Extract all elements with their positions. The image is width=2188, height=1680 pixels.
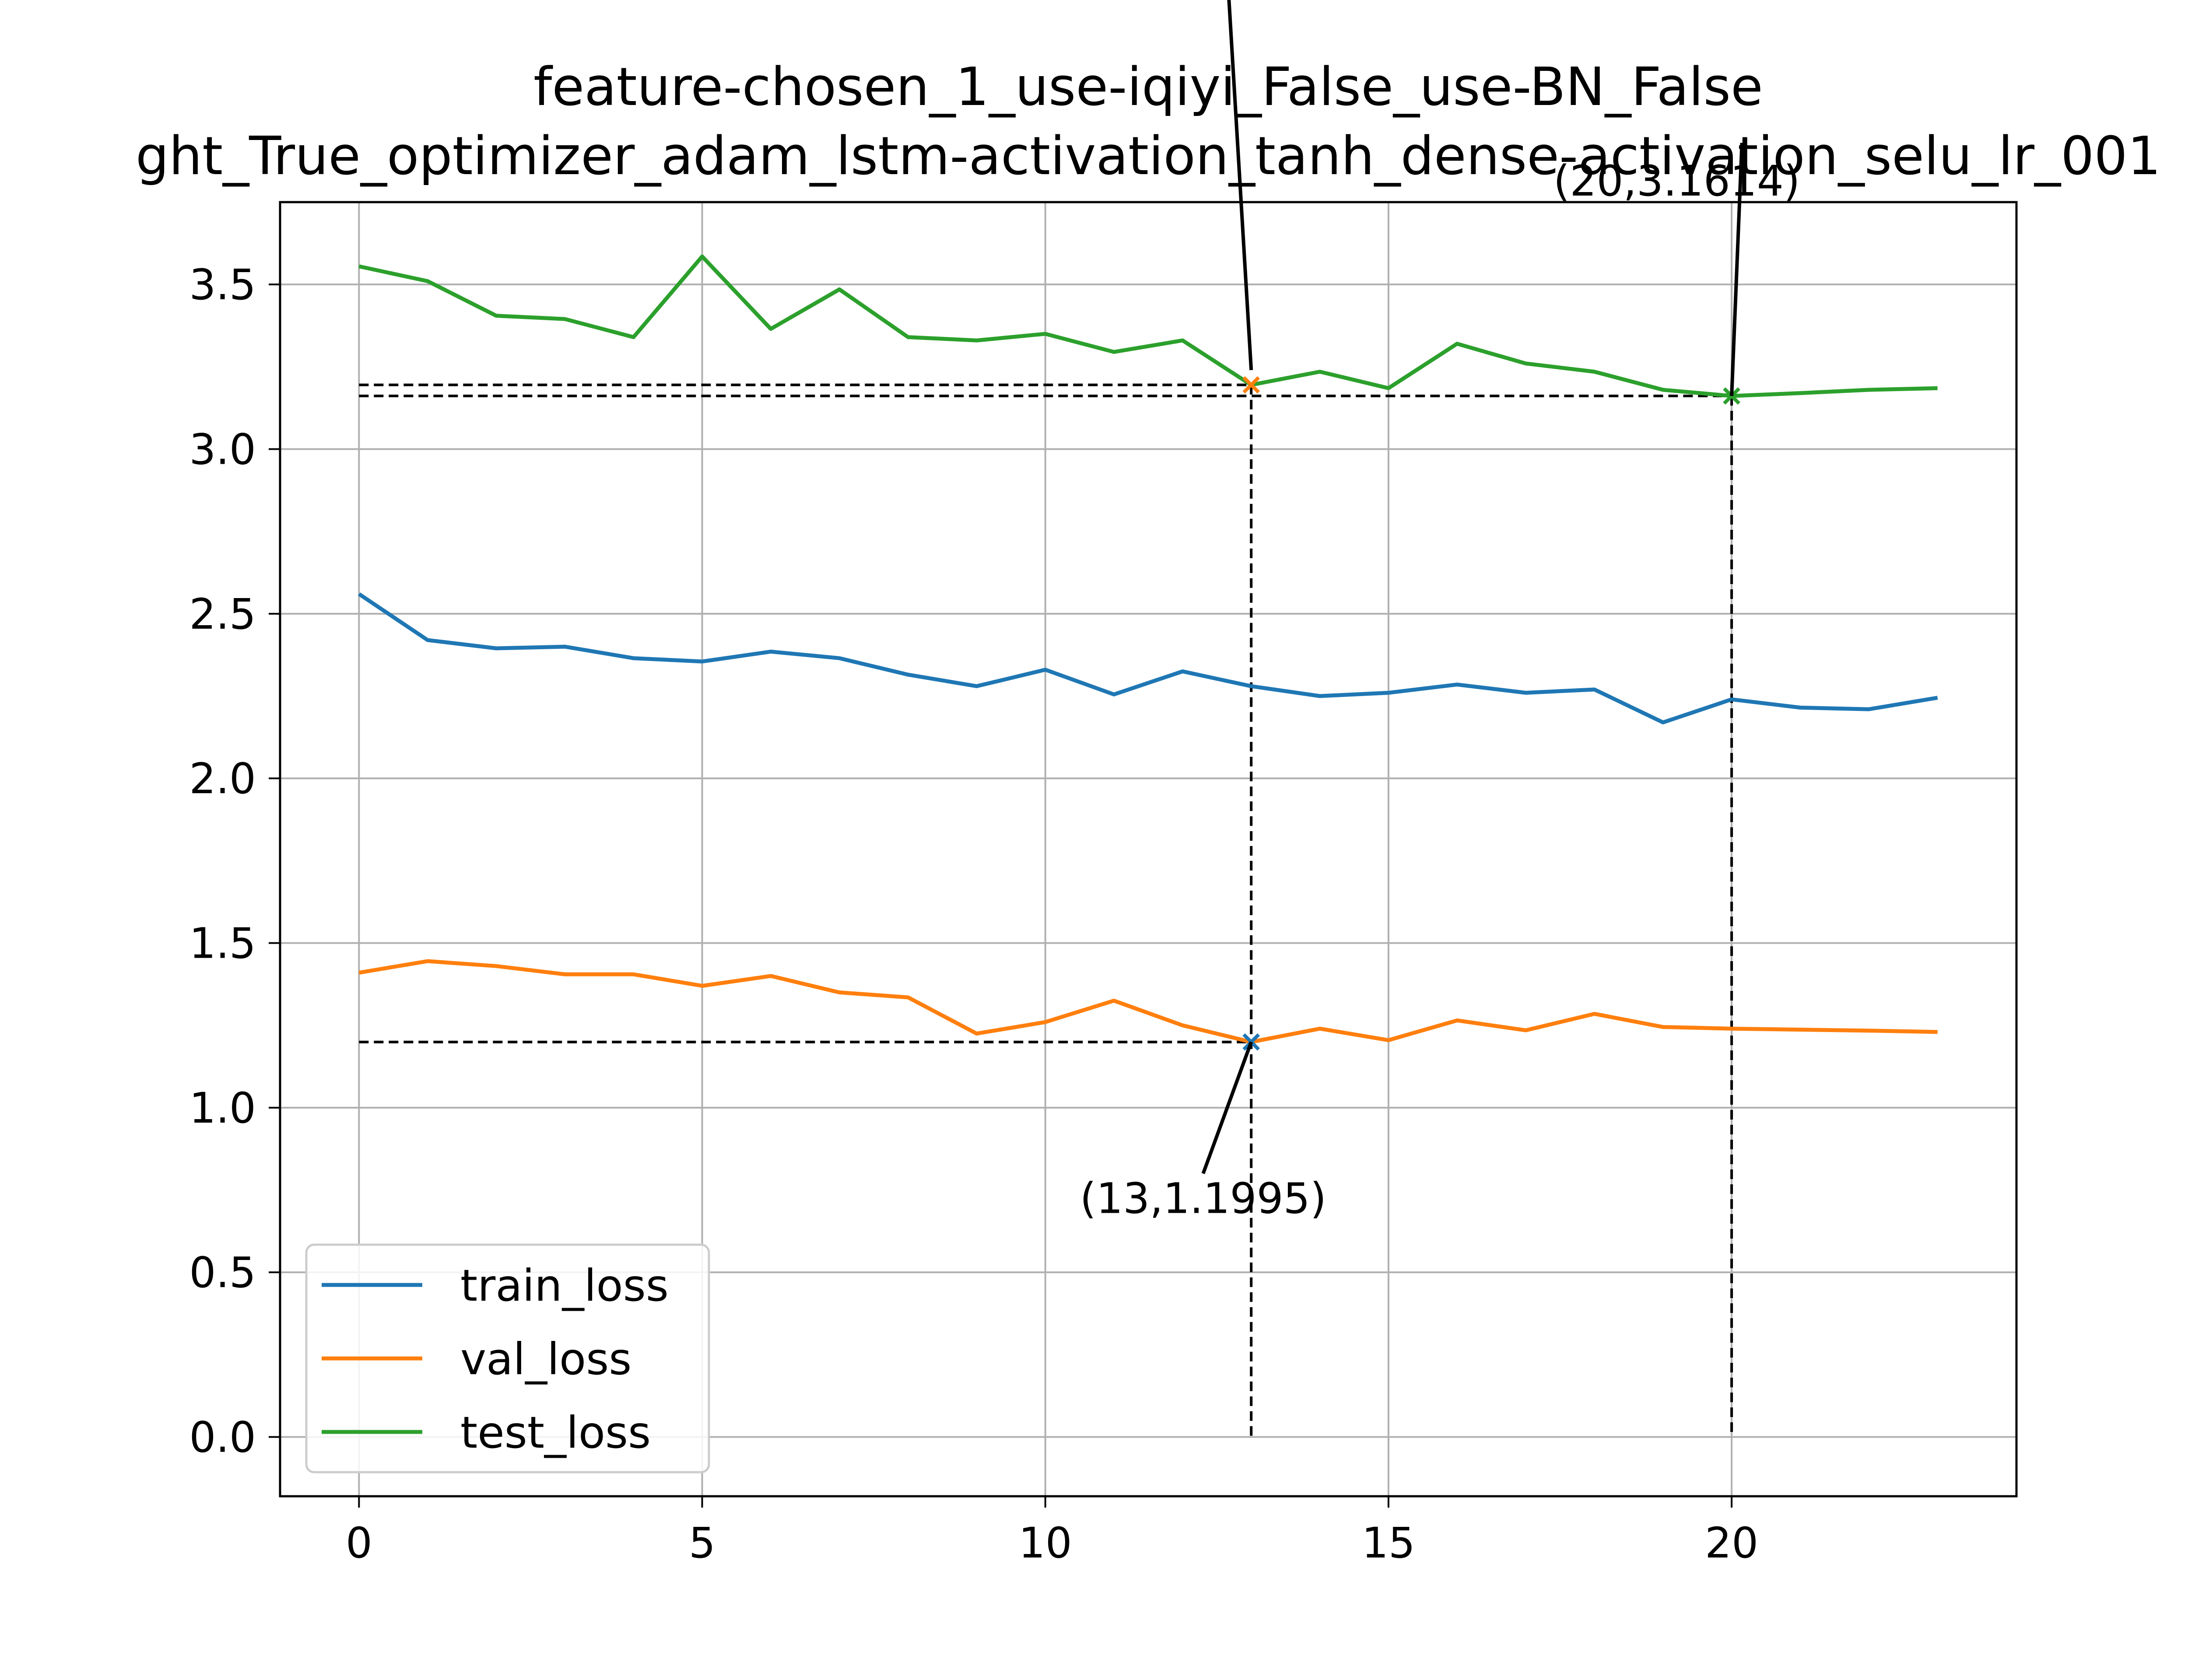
y-tick-label: 3.0 <box>189 425 256 474</box>
legend-label-train_loss: train_loss <box>460 1260 669 1311</box>
annotation-arrow <box>1227 0 1253 371</box>
legend: train_loss val_loss test_loss <box>305 1243 710 1474</box>
annotation-arrow <box>1201 1041 1253 1174</box>
y-tick-label: 2.0 <box>189 754 256 803</box>
y-tick-label: 2.5 <box>189 590 256 639</box>
x-tick-label: 0 <box>346 1519 372 1568</box>
title-line-1: feature-chosen_1_use-iqiyi_False_use-BN_… <box>533 57 1763 118</box>
y-tick-label: 1.0 <box>189 1084 256 1133</box>
y-tick-label: 0.5 <box>189 1248 256 1297</box>
x-tick-label: 15 <box>1362 1519 1415 1568</box>
y-tick-label: 3.5 <box>189 260 256 309</box>
grid <box>280 202 2016 1496</box>
annotation-label: (20,3.1614) <box>1553 157 1800 206</box>
marker-extra <box>1242 376 1260 394</box>
legend-box <box>305 1243 710 1474</box>
chart-title: feature-chosen_1_use-iqiyi_False_use-BN_… <box>136 57 2161 187</box>
x-tick-label: 10 <box>1019 1519 1072 1568</box>
reference-lines <box>359 383 1733 1437</box>
x-tick-label: 20 <box>1705 1519 1758 1568</box>
legend-label-val_loss: val_loss <box>460 1334 631 1385</box>
marker-stroke <box>1242 376 1260 394</box>
series-line-test_loss <box>358 254 1938 398</box>
series-line-val_loss <box>358 959 1938 1044</box>
annotation-arrow <box>1730 143 1744 396</box>
annotation-label: (13,1.1995) <box>1080 1174 1326 1223</box>
title-line-2: ght_True_optimizer_adam_lstm-activation_… <box>136 126 2161 187</box>
y-tick-label: 0.0 <box>189 1413 256 1462</box>
annotations: (13,1.1995) (20,3.1614) <box>1080 0 1800 1223</box>
x-tick-label: 5 <box>689 1519 715 1568</box>
series-lines <box>358 254 1938 1044</box>
plot-frame <box>279 201 2018 1498</box>
series-line-train_loss <box>358 592 1938 724</box>
legend-label-test_loss: test_loss <box>460 1407 651 1458</box>
ticks: 0 5 10 15 20 0.0 0.5 1.0 1.5 2.0 2.5 3.0 3.5 <box>189 260 1758 1568</box>
y-tick-label: 1.5 <box>189 919 256 968</box>
